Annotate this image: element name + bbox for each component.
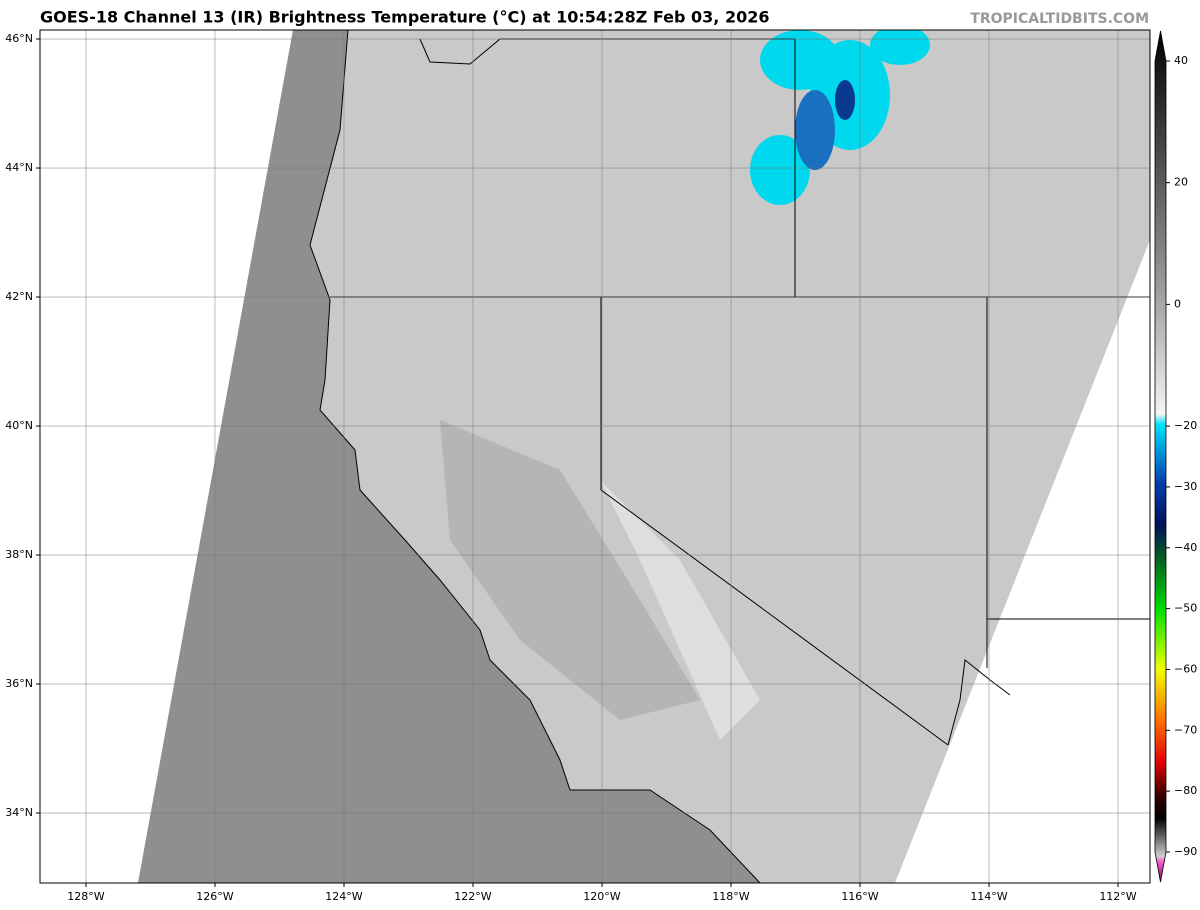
imagery [138, 30, 1150, 883]
plot-frame [39, 29, 1151, 884]
watermark: TROPICALTIDBITS.COM [970, 11, 1149, 27]
x-tick-label: 120°W [583, 890, 620, 903]
y-tick-label: 36°N [5, 677, 33, 690]
y-tick-label: 38°N [5, 548, 33, 561]
grid [40, 30, 1150, 883]
colorbar-label: −90 [1174, 845, 1197, 858]
title: GOES-18 Channel 13 (IR) Brightness Tempe… [40, 8, 769, 27]
colorbar [1154, 30, 1167, 883]
x-tick-label: 114°W [970, 890, 1007, 903]
x-tick-label: 116°W [841, 890, 878, 903]
colorbar-label: −70 [1174, 723, 1197, 736]
x-tick-label: 122°W [454, 890, 491, 903]
valley [440, 420, 700, 720]
x-tick-label: 112°W [1099, 890, 1136, 903]
ocean [138, 30, 760, 883]
y-tick-label: 40°N [5, 419, 33, 432]
colorbar-label: −40 [1174, 541, 1197, 554]
colorbar-label: −20 [1174, 419, 1197, 432]
colorbar-label: −80 [1174, 784, 1197, 797]
mountains [600, 480, 760, 740]
y-tick-label: 46°N [5, 32, 33, 45]
x-tick-label: 126°W [196, 890, 233, 903]
colorbar-label: −30 [1174, 480, 1197, 493]
colorbar-label: 0 [1174, 297, 1181, 310]
colorbar-label: −50 [1174, 602, 1197, 615]
x-tick-label: 124°W [325, 890, 362, 903]
x-tick-label: 128°W [67, 890, 104, 903]
x-tick-label: 118°W [712, 890, 749, 903]
y-tick-label: 44°N [5, 161, 33, 174]
colorbar-scale [1154, 30, 1167, 883]
colorbar-label: −60 [1174, 662, 1197, 675]
colorbar-label: 20 [1174, 176, 1188, 189]
colorbar-label: 40 [1174, 54, 1188, 67]
y-tick-label: 34°N [5, 806, 33, 819]
y-tick-label: 42°N [5, 290, 33, 303]
